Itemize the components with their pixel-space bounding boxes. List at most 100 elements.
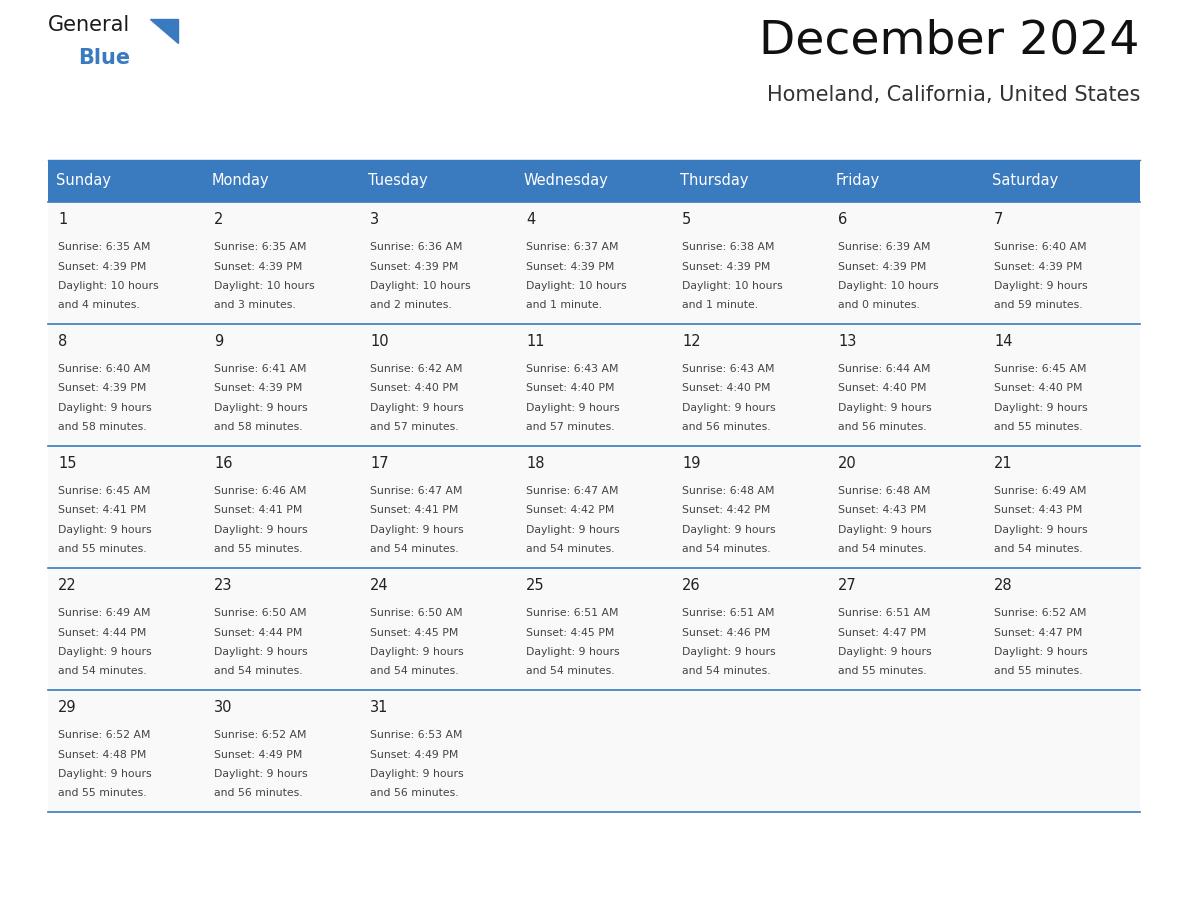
Text: Sunset: 4:44 PM: Sunset: 4:44 PM [58, 628, 146, 637]
Text: Sunrise: 6:45 AM: Sunrise: 6:45 AM [58, 486, 151, 496]
Bar [984, 202, 1140, 324]
Text: Sunset: 4:42 PM: Sunset: 4:42 PM [682, 506, 770, 516]
Bar [828, 568, 984, 690]
Text: Daylight: 9 hours: Daylight: 9 hours [838, 647, 931, 657]
Text: Sunset: 4:41 PM: Sunset: 4:41 PM [214, 506, 303, 516]
Text: Daylight: 10 hours: Daylight: 10 hours [526, 281, 626, 291]
Text: and 54 minutes.: and 54 minutes. [214, 666, 303, 677]
Text: December 2024: December 2024 [759, 18, 1140, 63]
Bar [204, 202, 360, 324]
Text: Sunset: 4:40 PM: Sunset: 4:40 PM [526, 384, 614, 394]
Text: Sunset: 4:39 PM: Sunset: 4:39 PM [369, 262, 459, 272]
Text: 19: 19 [682, 456, 701, 471]
Text: 15: 15 [58, 456, 76, 471]
Text: and 54 minutes.: and 54 minutes. [994, 544, 1082, 554]
Text: 22: 22 [58, 578, 77, 593]
Text: and 3 minutes.: and 3 minutes. [214, 300, 296, 310]
Text: Sunset: 4:39 PM: Sunset: 4:39 PM [58, 384, 146, 394]
Text: Daylight: 9 hours: Daylight: 9 hours [214, 403, 308, 413]
Text: 2: 2 [214, 212, 223, 227]
Text: 12: 12 [682, 334, 701, 349]
Text: Sunrise: 6:48 AM: Sunrise: 6:48 AM [682, 486, 775, 496]
Text: Sunrise: 6:47 AM: Sunrise: 6:47 AM [526, 486, 619, 496]
Text: 1: 1 [58, 212, 68, 227]
Text: and 54 minutes.: and 54 minutes. [369, 666, 459, 677]
Text: 11: 11 [526, 334, 544, 349]
Text: Sunset: 4:39 PM: Sunset: 4:39 PM [58, 262, 146, 272]
Text: Sunrise: 6:51 AM: Sunrise: 6:51 AM [682, 608, 775, 618]
Text: Sunrise: 6:37 AM: Sunrise: 6:37 AM [526, 242, 619, 252]
Text: Sunset: 4:42 PM: Sunset: 4:42 PM [526, 506, 614, 516]
Text: Sunrise: 6:50 AM: Sunrise: 6:50 AM [214, 608, 307, 618]
Text: Sunrise: 6:48 AM: Sunrise: 6:48 AM [838, 486, 930, 496]
Text: and 1 minute.: and 1 minute. [682, 300, 758, 310]
Text: Sunrise: 6:35 AM: Sunrise: 6:35 AM [58, 242, 151, 252]
Text: and 57 minutes.: and 57 minutes. [526, 422, 614, 432]
Text: Sunrise: 6:40 AM: Sunrise: 6:40 AM [58, 364, 151, 374]
Text: Sunrise: 6:44 AM: Sunrise: 6:44 AM [838, 364, 930, 374]
Text: Wednesday: Wednesday [524, 174, 608, 188]
Text: Daylight: 10 hours: Daylight: 10 hours [214, 281, 315, 291]
Text: 29: 29 [58, 700, 76, 715]
Text: 31: 31 [369, 700, 388, 715]
Text: 27: 27 [838, 578, 857, 593]
Text: Daylight: 9 hours: Daylight: 9 hours [682, 525, 776, 535]
Text: 3: 3 [369, 212, 379, 227]
Bar [48, 160, 1140, 202]
Text: Sunset: 4:49 PM: Sunset: 4:49 PM [214, 749, 303, 759]
Text: and 58 minutes.: and 58 minutes. [214, 422, 303, 432]
Bar [516, 446, 672, 568]
Text: and 54 minutes.: and 54 minutes. [369, 544, 459, 554]
Text: Sunrise: 6:38 AM: Sunrise: 6:38 AM [682, 242, 775, 252]
Text: and 55 minutes.: and 55 minutes. [838, 666, 927, 677]
Text: 10: 10 [369, 334, 388, 349]
Bar [516, 568, 672, 690]
Text: Blue: Blue [78, 48, 131, 68]
Bar [516, 324, 672, 446]
Text: Daylight: 9 hours: Daylight: 9 hours [369, 403, 463, 413]
Text: and 2 minutes.: and 2 minutes. [369, 300, 451, 310]
Text: Daylight: 9 hours: Daylight: 9 hours [369, 769, 463, 779]
Text: Sunrise: 6:35 AM: Sunrise: 6:35 AM [214, 242, 307, 252]
Text: and 58 minutes.: and 58 minutes. [58, 422, 146, 432]
Text: Sunset: 4:47 PM: Sunset: 4:47 PM [994, 628, 1082, 637]
Bar [48, 690, 204, 812]
Text: Sunrise: 6:41 AM: Sunrise: 6:41 AM [214, 364, 307, 374]
Text: and 55 minutes.: and 55 minutes. [214, 544, 303, 554]
Bar [48, 324, 204, 446]
Text: 9: 9 [214, 334, 223, 349]
Text: Daylight: 9 hours: Daylight: 9 hours [58, 525, 152, 535]
Text: Sunset: 4:39 PM: Sunset: 4:39 PM [214, 262, 303, 272]
Text: Daylight: 10 hours: Daylight: 10 hours [58, 281, 159, 291]
Text: Sunset: 4:47 PM: Sunset: 4:47 PM [838, 628, 927, 637]
Text: Sunrise: 6:49 AM: Sunrise: 6:49 AM [994, 486, 1087, 496]
Text: Daylight: 9 hours: Daylight: 9 hours [58, 647, 152, 657]
Text: and 56 minutes.: and 56 minutes. [214, 789, 303, 799]
Text: Sunrise: 6:43 AM: Sunrise: 6:43 AM [682, 364, 775, 374]
Text: Sunrise: 6:52 AM: Sunrise: 6:52 AM [214, 730, 307, 740]
Text: Sunrise: 6:51 AM: Sunrise: 6:51 AM [838, 608, 930, 618]
Bar [828, 324, 984, 446]
Text: Sunrise: 6:40 AM: Sunrise: 6:40 AM [994, 242, 1087, 252]
Text: Thursday: Thursday [680, 174, 748, 188]
Text: Sunset: 4:39 PM: Sunset: 4:39 PM [526, 262, 614, 272]
Bar [828, 690, 984, 812]
Text: Daylight: 9 hours: Daylight: 9 hours [58, 403, 152, 413]
Text: Daylight: 9 hours: Daylight: 9 hours [214, 525, 308, 535]
Bar [204, 690, 360, 812]
Text: and 54 minutes.: and 54 minutes. [526, 666, 614, 677]
Text: Sunset: 4:45 PM: Sunset: 4:45 PM [526, 628, 614, 637]
Text: Sunset: 4:45 PM: Sunset: 4:45 PM [369, 628, 459, 637]
Text: Daylight: 9 hours: Daylight: 9 hours [369, 647, 463, 657]
Text: 21: 21 [994, 456, 1012, 471]
Bar [360, 568, 516, 690]
Bar [204, 568, 360, 690]
Text: Sunset: 4:41 PM: Sunset: 4:41 PM [58, 506, 146, 516]
Bar [984, 690, 1140, 812]
Text: Sunset: 4:49 PM: Sunset: 4:49 PM [369, 749, 459, 759]
Bar [828, 446, 984, 568]
Text: and 54 minutes.: and 54 minutes. [682, 544, 771, 554]
Text: Daylight: 9 hours: Daylight: 9 hours [214, 647, 308, 657]
Text: Monday: Monday [211, 174, 270, 188]
Text: Sunrise: 6:50 AM: Sunrise: 6:50 AM [369, 608, 462, 618]
